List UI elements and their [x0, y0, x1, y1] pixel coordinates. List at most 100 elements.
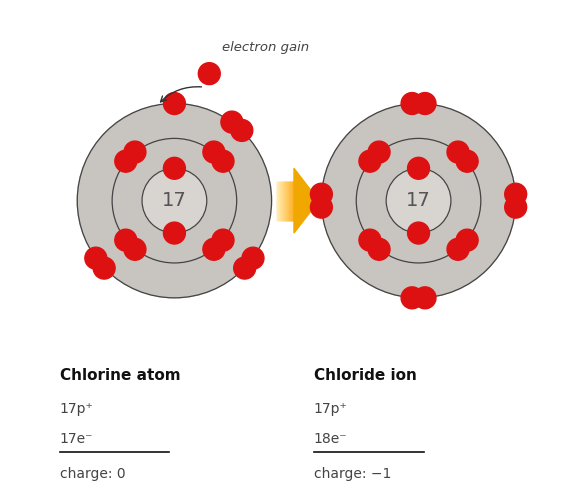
Bar: [290, 182, 291, 219]
Circle shape: [212, 150, 234, 172]
Bar: [292, 182, 294, 219]
Circle shape: [359, 229, 381, 251]
Circle shape: [112, 138, 236, 263]
Circle shape: [407, 157, 429, 179]
Circle shape: [505, 183, 527, 205]
Bar: [292, 182, 293, 219]
Circle shape: [386, 168, 451, 233]
Bar: [279, 182, 280, 219]
Circle shape: [359, 150, 381, 172]
Circle shape: [234, 257, 255, 279]
Circle shape: [203, 238, 225, 260]
Circle shape: [164, 93, 186, 115]
Circle shape: [407, 222, 429, 244]
Circle shape: [447, 141, 469, 163]
Circle shape: [447, 238, 469, 260]
Bar: [288, 182, 290, 219]
Circle shape: [321, 104, 516, 298]
Text: 17p⁺: 17p⁺: [60, 402, 94, 416]
Bar: [281, 182, 282, 219]
Bar: [282, 182, 283, 219]
Bar: [294, 182, 295, 219]
Bar: [277, 182, 279, 219]
Bar: [279, 182, 280, 219]
Bar: [280, 182, 281, 219]
Bar: [281, 182, 282, 219]
Bar: [290, 182, 291, 219]
Bar: [290, 182, 291, 219]
Circle shape: [164, 222, 186, 244]
Circle shape: [221, 111, 243, 133]
Bar: [283, 182, 284, 219]
Text: electron gain: electron gain: [222, 41, 309, 54]
Bar: [284, 182, 286, 219]
Bar: [277, 182, 279, 219]
Circle shape: [414, 287, 436, 309]
Circle shape: [164, 157, 186, 179]
Circle shape: [77, 104, 272, 298]
Bar: [287, 182, 288, 219]
Bar: [280, 182, 281, 219]
Bar: [277, 182, 279, 219]
Bar: [287, 182, 288, 219]
Bar: [285, 182, 287, 219]
Bar: [291, 182, 292, 219]
Polygon shape: [294, 168, 319, 233]
Bar: [286, 182, 288, 219]
Bar: [294, 182, 295, 219]
Bar: [281, 182, 283, 219]
Bar: [283, 182, 284, 219]
Bar: [294, 182, 295, 219]
Circle shape: [85, 247, 107, 269]
Bar: [293, 182, 294, 219]
Bar: [279, 182, 280, 219]
Circle shape: [401, 93, 423, 115]
Text: 17p⁺: 17p⁺: [314, 402, 347, 416]
Bar: [292, 182, 293, 219]
Bar: [288, 182, 290, 219]
Bar: [283, 182, 284, 219]
Bar: [291, 182, 292, 219]
Bar: [282, 182, 283, 219]
Bar: [284, 182, 285, 219]
Bar: [293, 182, 294, 219]
Circle shape: [142, 168, 207, 233]
Circle shape: [124, 141, 146, 163]
Circle shape: [115, 150, 137, 172]
Bar: [276, 182, 278, 219]
Circle shape: [310, 183, 332, 205]
Bar: [281, 182, 283, 219]
Circle shape: [310, 196, 332, 218]
Circle shape: [505, 196, 527, 218]
Bar: [286, 182, 287, 219]
Text: charge: −1: charge: −1: [314, 467, 391, 481]
Circle shape: [368, 141, 390, 163]
Bar: [292, 182, 294, 219]
Bar: [290, 182, 292, 219]
Text: charge: 0: charge: 0: [60, 467, 125, 481]
Bar: [284, 182, 285, 219]
Text: 17: 17: [162, 191, 187, 210]
Circle shape: [456, 229, 478, 251]
Circle shape: [242, 247, 264, 269]
Text: 17: 17: [406, 191, 431, 210]
Bar: [283, 182, 284, 219]
Bar: [288, 182, 290, 219]
Bar: [286, 182, 287, 219]
Circle shape: [231, 119, 253, 141]
Bar: [280, 182, 281, 219]
Text: Chloride ion: Chloride ion: [314, 368, 417, 383]
Circle shape: [124, 238, 146, 260]
Bar: [278, 182, 279, 219]
Circle shape: [401, 287, 423, 309]
Bar: [284, 182, 286, 219]
Text: 17e⁻: 17e⁻: [60, 432, 93, 446]
Text: 18e⁻: 18e⁻: [314, 432, 347, 446]
Text: Chlorine atom: Chlorine atom: [60, 368, 180, 383]
Bar: [280, 182, 281, 219]
Bar: [286, 182, 287, 219]
Circle shape: [115, 229, 137, 251]
Bar: [277, 182, 278, 219]
Circle shape: [414, 93, 436, 115]
Circle shape: [368, 238, 390, 260]
